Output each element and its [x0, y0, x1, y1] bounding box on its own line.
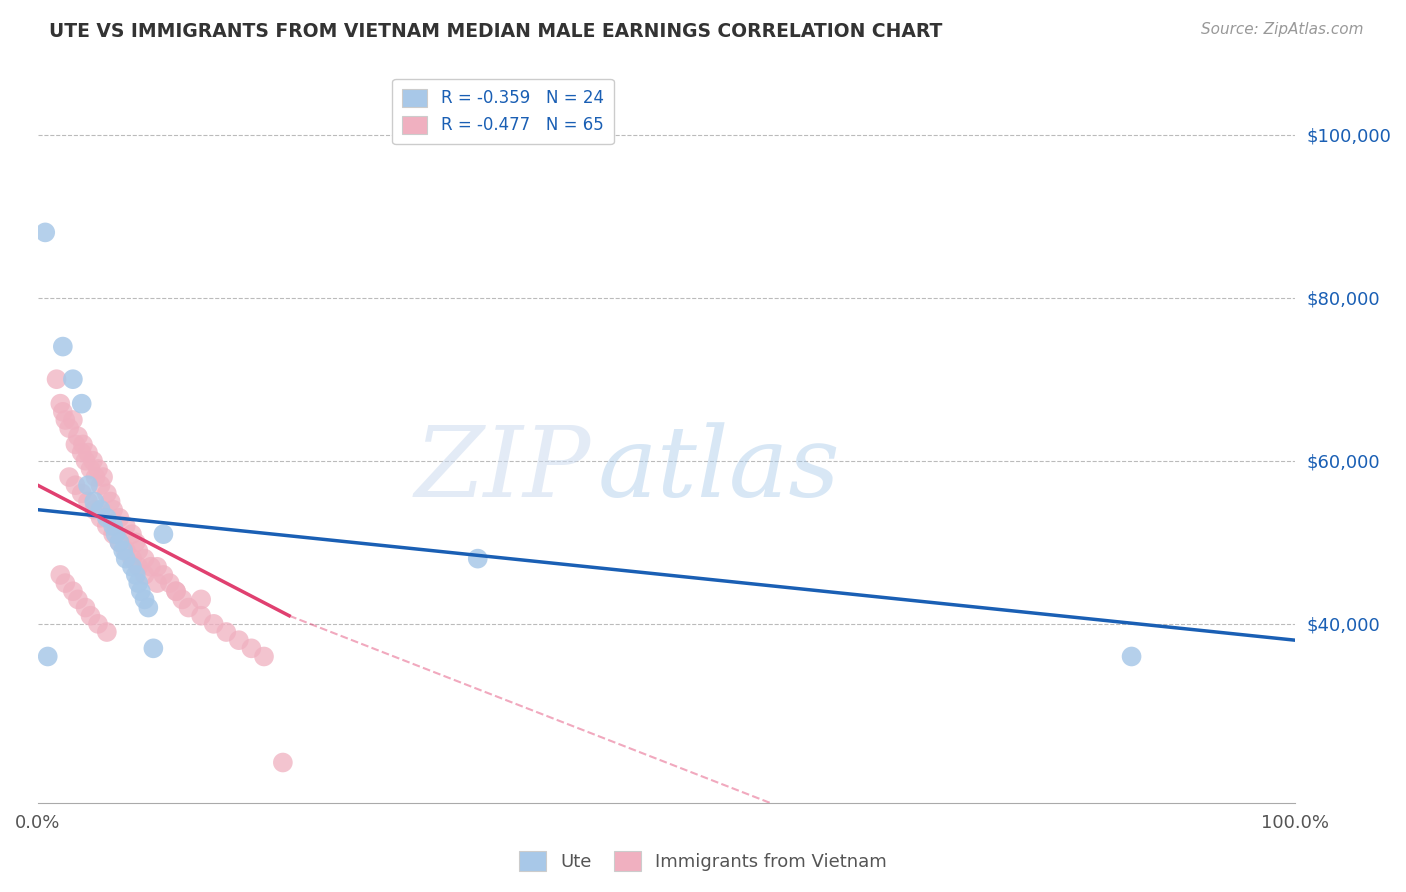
Point	[125, 568, 148, 582]
Point	[101, 519, 124, 533]
Point	[159, 576, 181, 591]
Point	[125, 535, 148, 549]
Point	[49, 397, 72, 411]
Point	[77, 478, 100, 492]
Point	[91, 470, 114, 484]
Point	[37, 649, 59, 664]
Point	[83, 494, 105, 508]
Point	[134, 551, 156, 566]
Point	[90, 511, 112, 525]
Point	[62, 413, 84, 427]
Point	[127, 543, 149, 558]
Point	[108, 511, 131, 525]
Point	[101, 502, 124, 516]
Point	[66, 592, 89, 607]
Point	[82, 454, 104, 468]
Text: Source: ZipAtlas.com: Source: ZipAtlas.com	[1201, 22, 1364, 37]
Point	[114, 543, 136, 558]
Point	[70, 397, 93, 411]
Point	[53, 413, 76, 427]
Point	[72, 437, 94, 451]
Point	[70, 445, 93, 459]
Text: ZIP: ZIP	[415, 422, 591, 517]
Point	[121, 551, 143, 566]
Point	[83, 502, 105, 516]
Point	[79, 608, 101, 623]
Point	[190, 592, 212, 607]
Point	[146, 576, 169, 591]
Point	[70, 486, 93, 500]
Point	[114, 519, 136, 533]
Point	[165, 584, 187, 599]
Point	[1121, 649, 1143, 664]
Point	[65, 437, 87, 451]
Point	[467, 551, 489, 566]
Point	[114, 551, 136, 566]
Point	[121, 527, 143, 541]
Point	[108, 535, 131, 549]
Point	[52, 405, 75, 419]
Point	[271, 756, 294, 770]
Point	[152, 527, 174, 541]
Point	[87, 616, 110, 631]
Point	[96, 511, 118, 525]
Point	[87, 462, 110, 476]
Point	[202, 616, 225, 631]
Point	[96, 519, 118, 533]
Point	[58, 421, 80, 435]
Point	[62, 372, 84, 386]
Point	[49, 568, 72, 582]
Point	[228, 633, 250, 648]
Point	[108, 535, 131, 549]
Point	[134, 568, 156, 582]
Point	[34, 226, 56, 240]
Point	[53, 576, 76, 591]
Point	[66, 429, 89, 443]
Point	[136, 600, 159, 615]
Point	[79, 462, 101, 476]
Point	[96, 625, 118, 640]
Point	[121, 559, 143, 574]
Point	[58, 470, 80, 484]
Point	[75, 600, 97, 615]
Point	[134, 592, 156, 607]
Point	[90, 478, 112, 492]
Point	[240, 641, 263, 656]
Point	[127, 576, 149, 591]
Point	[77, 494, 100, 508]
Text: UTE VS IMMIGRANTS FROM VIETNAM MEDIAN MALE EARNINGS CORRELATION CHART: UTE VS IMMIGRANTS FROM VIETNAM MEDIAN MA…	[49, 22, 942, 41]
Point	[84, 470, 107, 484]
Point	[112, 543, 135, 558]
Point	[172, 592, 194, 607]
Point	[129, 584, 152, 599]
Point	[165, 584, 187, 599]
Legend: Ute, Immigrants from Vietnam: Ute, Immigrants from Vietnam	[512, 844, 894, 879]
Point	[52, 340, 75, 354]
Point	[45, 372, 67, 386]
Text: atlas: atlas	[598, 422, 839, 517]
Point	[152, 568, 174, 582]
Point	[100, 494, 122, 508]
Point	[75, 454, 97, 468]
Point	[65, 478, 87, 492]
Point	[190, 608, 212, 623]
Point	[215, 625, 238, 640]
Point	[101, 527, 124, 541]
Point	[90, 502, 112, 516]
Point	[62, 584, 84, 599]
Point	[253, 649, 276, 664]
Point	[142, 641, 165, 656]
Point	[77, 445, 100, 459]
Point	[104, 527, 127, 541]
Point	[177, 600, 200, 615]
Point	[146, 559, 169, 574]
Legend: R = -0.359   N = 24, R = -0.477   N = 65: R = -0.359 N = 24, R = -0.477 N = 65	[392, 78, 613, 145]
Point	[96, 486, 118, 500]
Point	[127, 559, 149, 574]
Point	[139, 559, 162, 574]
